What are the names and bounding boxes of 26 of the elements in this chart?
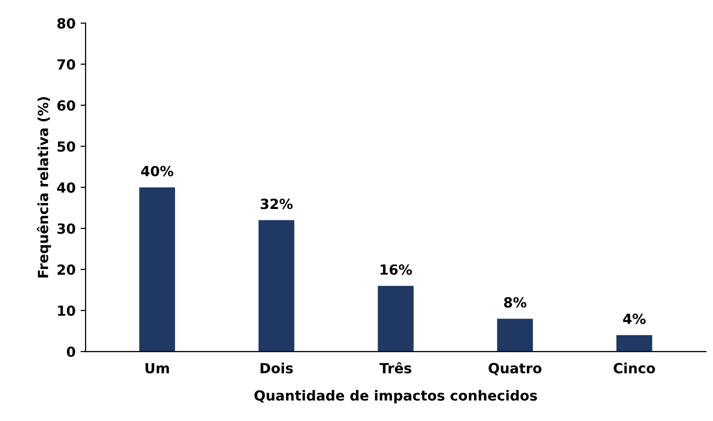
y-tick-label: 50 xyxy=(58,141,76,152)
bar xyxy=(616,335,652,352)
data-label: 4% xyxy=(623,314,646,324)
y-tick-label: 30 xyxy=(57,223,76,234)
y-tick-label: 70 xyxy=(57,59,76,70)
data-label: 16% xyxy=(380,264,412,275)
x-axis-title: Quantidade de impactos conhecidos xyxy=(254,390,537,404)
x-tick-label: Três xyxy=(380,362,412,374)
bar xyxy=(139,187,176,352)
y-tick-label: 0 xyxy=(66,346,76,358)
data-label: 8% xyxy=(504,297,526,308)
x-tick-label: Dois xyxy=(260,362,293,374)
y-tick-label: 80 xyxy=(57,18,76,29)
y-tick-label: 10 xyxy=(58,305,76,316)
x-tick-label: Um xyxy=(146,363,169,374)
x-tick-label: Cinco xyxy=(614,362,656,374)
y-tick-label: 60 xyxy=(57,100,76,111)
data-label: 40% xyxy=(141,166,174,176)
x-tick-label: Quatro xyxy=(488,362,542,376)
y-tick-label: 20 xyxy=(58,264,76,275)
y-tick-label: 40 xyxy=(57,182,76,193)
y-axis-title: Frequência relativa (%) xyxy=(36,97,51,278)
bar xyxy=(378,286,414,352)
data-label: 32% xyxy=(260,198,293,210)
bar xyxy=(258,220,294,352)
bar xyxy=(497,318,533,352)
